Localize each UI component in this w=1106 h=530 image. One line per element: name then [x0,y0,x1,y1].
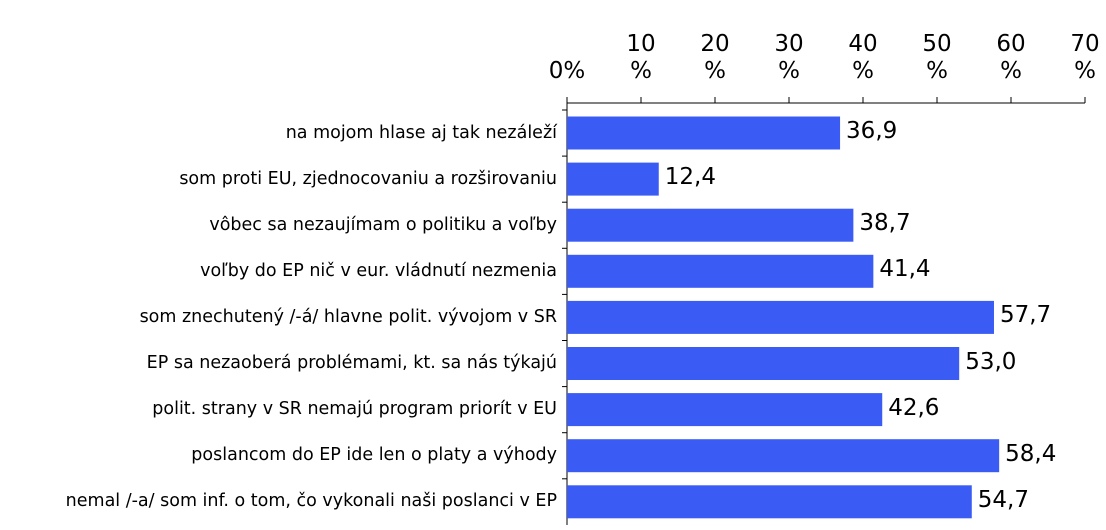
bar [567,300,994,334]
category-label: poslancom do EP ide len o platy a výhody [2,445,557,466]
category-label-text: EP sa nezaoberá problémami, kt. sa nás t… [146,353,557,373]
bar [567,116,841,150]
x-tick-label: 60 % [996,30,1026,85]
x-tick-label: 40 % [848,30,878,85]
category-label: nemal /-a/ som inf. o tom, čo vykonali n… [2,491,557,512]
category-label: voľby do EP nič v eur. vládnutí nezmenia [2,261,557,282]
category-label-text: som proti EU, zjednocovaniu a rozširovan… [179,168,557,189]
category-label-text: voľby do EP nič v eur. vládnutí nezmenia [200,260,557,281]
bar [567,439,1000,473]
value-label: 54,7 [977,486,1029,513]
x-tick-label: 50 % [922,30,952,85]
category-label-text: som znechutený /-á/ hlavne polit. vývojo… [139,306,557,327]
category-label-text: vôbec sa nezaujímam o politiku a voľby [209,214,557,235]
category-label-text: poslancom do EP ide len o platy a výhody [191,445,557,466]
bar [567,208,854,242]
value-label: 57,7 [999,302,1052,329]
value-label: 42,6 [888,394,940,421]
category-label: EP sa nezaoberá problémami, kt. sa nás t… [2,353,557,374]
value-label: 53,0 [965,348,1017,375]
value-label: 36,9 [846,118,898,144]
category-label: som znechutený /-á/ hlavne polit. vývojo… [2,307,557,328]
bar [567,347,960,380]
value-label: 41,4 [879,256,931,283]
value-label: 38,7 [859,210,911,237]
category-label: vôbec sa nezaujímam o politiku a voľby [2,215,557,236]
category-label-text: nemal /-a/ som inf. o tom, čo vykonali n… [65,491,557,512]
bar [567,485,972,519]
category-label-text: na mojom hlase aj tak nezáleží [285,122,557,143]
x-tick-label: 30 % [774,30,804,85]
category-label: na mojom hlase aj tak nezáleží [2,123,557,144]
x-tick-label: 70 % [1070,30,1100,85]
x-tick-label: 20 % [700,30,730,85]
category-label-text: polit. strany v SR nemajú program priorí… [152,399,557,420]
value-label: 12,4 [664,164,716,191]
x-tick-label: 10 % [626,30,656,85]
category-label: som proti EU, zjednocovaniu a rozširovan… [2,169,557,190]
bar [567,254,874,288]
bar [567,393,883,427]
value-label: 58,4 [1005,440,1057,467]
x-tick-label: 0% [548,58,586,85]
category-label: polit. strany v SR nemajú program priorí… [2,399,557,420]
bar [567,162,659,196]
